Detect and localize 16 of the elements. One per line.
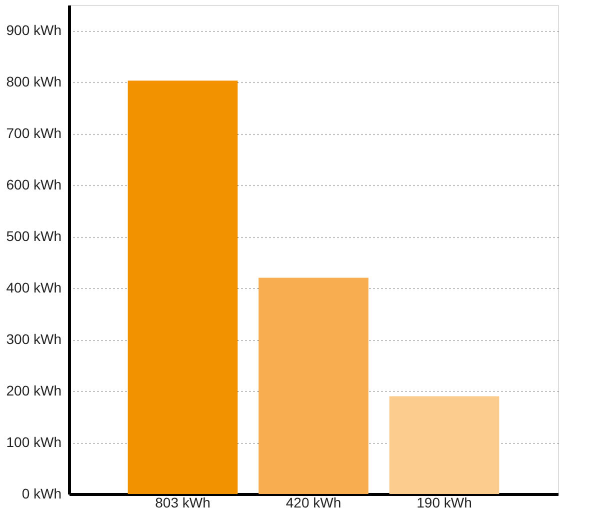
y-tick-label: 300 kWh [6,331,62,348]
bar [258,278,368,494]
y-tick-label: 500 kWh [6,228,62,244]
y-tick-label: 400 kWh [6,280,62,296]
y-tick-label: 200 kWh [6,382,62,399]
y-tick-label: 800 kWh [6,74,62,90]
x-tick-label: 190 kWh [416,494,472,510]
y-tick-label: 900 kWh [6,22,62,38]
bar [389,396,500,494]
x-tick-label: 420 kWh [286,494,342,510]
y-tick-label: 600 kWh [6,176,62,193]
y-tick-label: 700 kWh [6,125,62,142]
y-tick-label: 100 kWh [6,434,62,450]
y-tick-label: 0 kWh [22,486,62,502]
bar [128,80,238,494]
x-tick-label: 803 kWh [155,494,210,510]
